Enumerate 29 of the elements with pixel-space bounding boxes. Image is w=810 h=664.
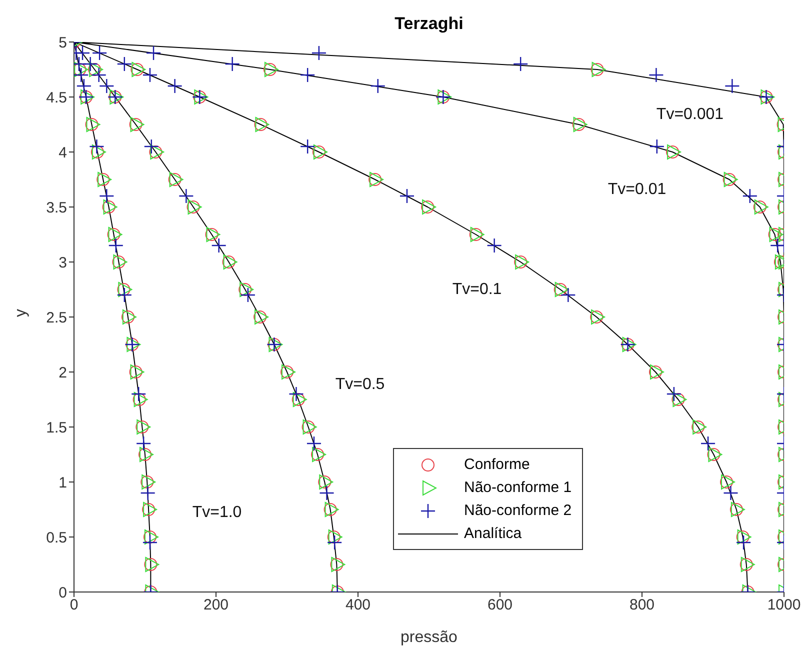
y-tick-label: 0.5 [46,529,67,546]
y-tick-label: 4.5 [46,89,67,106]
y-tick-label: 0 [58,584,67,602]
annotation: Tv=0.1 [452,281,502,299]
x-tick-label: 200 [203,596,229,614]
x-tick-label: 1000 [767,596,801,614]
x-tick-label: 800 [629,596,655,614]
y-tick-label: 5 [58,34,67,52]
y-tick-label: 2.5 [46,309,67,326]
y-tick-label: 4 [58,144,67,162]
chart-title: Terzaghi [394,14,464,34]
y-tick-label: 3.5 [46,199,67,216]
y-tick-label: 2 [58,364,67,382]
annotation: Tv=0.001 [656,106,724,124]
annotation: Tv=0.01 [608,181,666,199]
x-tick-label: 400 [345,596,371,614]
annotation: Tv=0.5 [335,376,385,394]
x-axis-title: pressão [400,629,458,646]
y-tick-label: 1 [58,474,67,492]
y-tick-label: 1.5 [46,419,67,436]
annotation: Tv=1.0 [192,504,242,522]
legend-label: Conforme [464,456,530,473]
y-axis-title: y [12,309,30,317]
x-tick-label: 600 [487,596,513,614]
legend-label: Analítica [464,525,522,542]
y-tick-label: 3 [58,254,67,272]
legend-label: Não-conforme 2 [464,502,572,519]
legend-label: Não-conforme 1 [464,479,572,496]
x-tick-label: 0 [70,596,78,614]
